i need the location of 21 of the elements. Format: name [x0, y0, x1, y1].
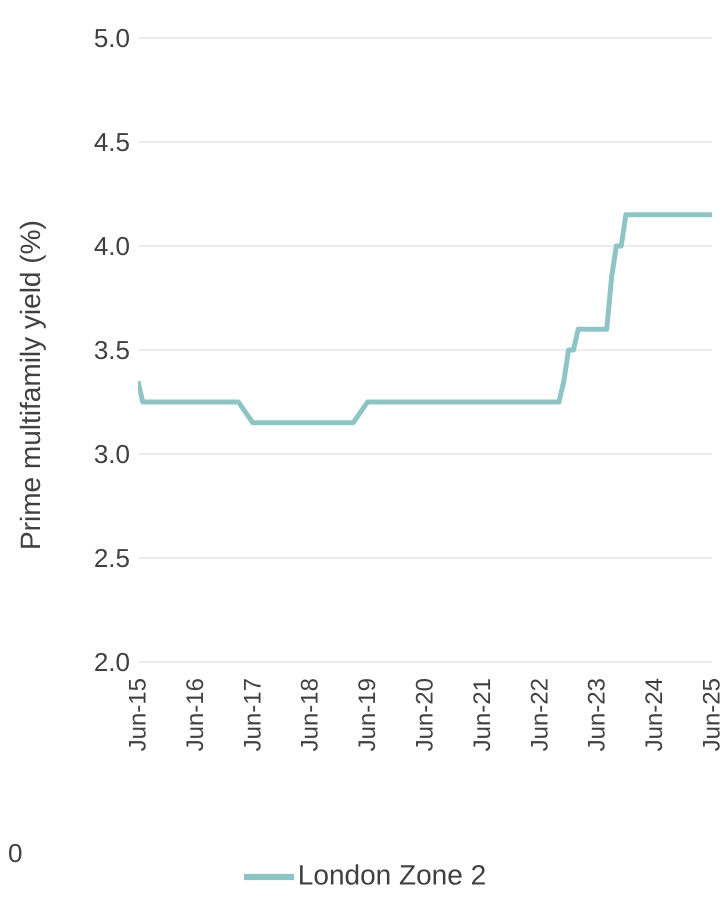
- x-tick-label: Jun-20: [412, 678, 439, 752]
- x-tick-label: Jun-22: [526, 678, 554, 752]
- y-tick-label: 4.0: [94, 231, 130, 262]
- x-tick-label: Jun-24: [641, 678, 668, 752]
- y-tick-label: 2.5: [94, 543, 130, 574]
- y-tick-label: 4.5: [94, 127, 130, 158]
- y-tick-label: 5.0: [94, 23, 130, 54]
- x-tick-label: Jun-18: [296, 678, 324, 752]
- x-tick-label: Jun-16: [182, 678, 210, 752]
- x-tick-label: Jun-21: [468, 678, 496, 752]
- x-tick-label: Jun-23: [584, 678, 611, 752]
- x-tick-label: Jun-17: [239, 678, 266, 752]
- y-tick-label: 3.0: [94, 439, 130, 470]
- text: 0: [8, 838, 22, 869]
- y-tick-label: 2.0: [94, 647, 130, 678]
- y-axis-title: Prime multifamily yield (%): [14, 220, 46, 550]
- y-tick-label: 3.5: [94, 335, 130, 366]
- legend-label: London Zone 2: [298, 859, 486, 890]
- x-tick-label: Jun-15: [124, 678, 152, 752]
- x-tick-label: Jun-25: [698, 678, 722, 752]
- x-tick-label: Jun-19: [354, 678, 382, 752]
